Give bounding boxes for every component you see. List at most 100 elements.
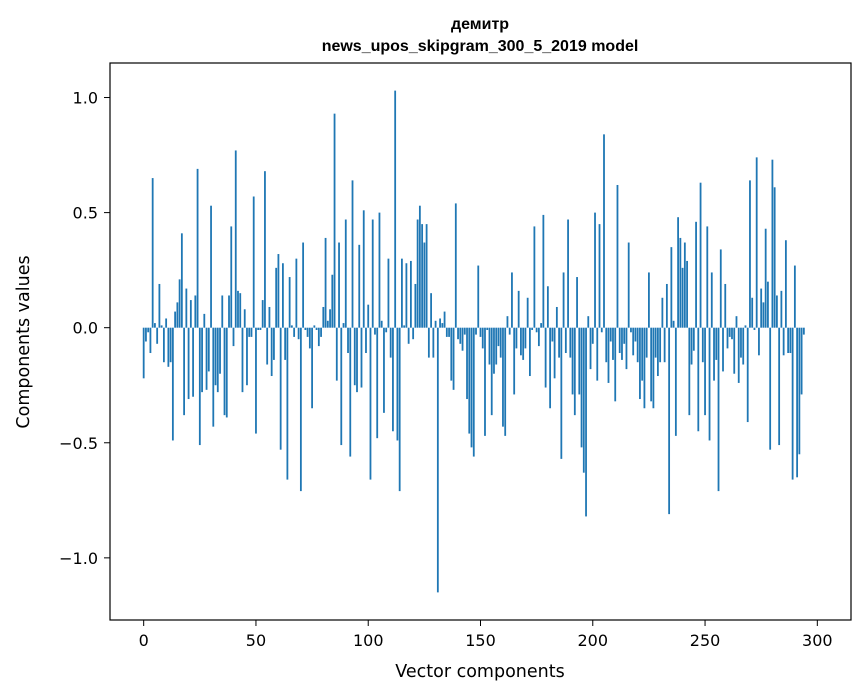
bar <box>212 327 215 427</box>
bar <box>230 226 233 328</box>
bar <box>672 320 675 328</box>
bar <box>344 219 347 328</box>
bar <box>392 327 394 432</box>
bar <box>219 327 221 374</box>
bar <box>365 327 367 354</box>
x-axis-label: Vector components <box>395 662 564 682</box>
bar <box>582 327 585 473</box>
bar <box>349 327 352 457</box>
bar <box>731 327 733 340</box>
bar <box>704 327 706 416</box>
bar <box>670 247 673 328</box>
x-axis: 0 50 100 150 200 250 300 <box>139 620 833 650</box>
bar <box>706 226 709 328</box>
bar <box>425 224 428 328</box>
bar <box>661 297 664 328</box>
bar <box>142 327 145 379</box>
bar <box>677 217 679 328</box>
bar <box>544 327 547 388</box>
bar <box>674 327 677 436</box>
bar <box>257 327 260 330</box>
bar <box>383 327 385 413</box>
bar <box>302 242 305 328</box>
bar <box>394 90 397 328</box>
bar <box>679 237 682 328</box>
bar <box>234 150 237 328</box>
bar <box>418 205 421 328</box>
bar <box>443 311 446 328</box>
bar <box>573 327 576 416</box>
bar <box>524 327 527 349</box>
bar <box>378 212 381 328</box>
bar <box>493 327 495 374</box>
bar <box>335 327 338 381</box>
bar <box>320 327 322 337</box>
bar <box>571 327 574 395</box>
chart-title-line-2: news_upos_skipgram_300_5_2019 model <box>322 38 639 55</box>
bar <box>205 327 208 390</box>
bar <box>654 327 657 358</box>
bar <box>178 279 181 328</box>
bar <box>740 327 742 358</box>
bar <box>800 327 803 395</box>
bar <box>412 327 415 340</box>
bar <box>652 327 655 409</box>
bar <box>183 327 185 416</box>
bar <box>430 293 432 328</box>
bar <box>223 327 226 416</box>
bar <box>632 327 635 356</box>
bar <box>151 178 154 328</box>
bar <box>594 212 596 328</box>
bar <box>546 286 549 328</box>
bar <box>427 327 430 358</box>
bar <box>162 327 165 363</box>
bar <box>796 327 799 478</box>
bar <box>648 272 650 328</box>
bar <box>187 327 190 400</box>
bar <box>210 205 212 328</box>
bar <box>513 327 516 395</box>
bar <box>198 327 201 446</box>
bar <box>154 323 156 328</box>
bar <box>351 180 354 328</box>
bar <box>457 327 459 340</box>
bar <box>145 327 147 342</box>
bar <box>360 327 363 388</box>
bar <box>441 323 444 328</box>
bar <box>668 327 671 515</box>
bar <box>542 214 545 328</box>
x-tick-label: 50 <box>246 631 266 650</box>
y-tick-label: −1.0 <box>59 549 98 568</box>
bar <box>776 295 778 328</box>
bar <box>713 327 715 381</box>
bar <box>248 327 251 337</box>
bar <box>396 327 399 441</box>
bar <box>701 327 704 363</box>
bar <box>275 267 278 328</box>
bar <box>697 327 700 432</box>
bar <box>508 327 511 335</box>
bar <box>221 295 224 328</box>
bar <box>232 327 235 347</box>
bar <box>683 242 686 328</box>
bar <box>688 327 691 416</box>
bar <box>630 327 632 333</box>
bar <box>156 327 159 344</box>
bar <box>409 260 412 328</box>
bar <box>362 210 365 328</box>
bar <box>174 311 177 328</box>
y-tick-label: 0.0 <box>73 319 98 338</box>
bar <box>511 272 513 328</box>
bar <box>751 297 754 328</box>
bar <box>466 327 468 400</box>
bar <box>749 180 751 328</box>
bar <box>520 327 522 356</box>
bar <box>454 203 457 328</box>
bar <box>742 327 745 365</box>
bar <box>461 327 464 351</box>
bar <box>639 327 641 400</box>
bar <box>551 327 554 342</box>
bar <box>160 325 163 328</box>
bar <box>641 327 644 381</box>
